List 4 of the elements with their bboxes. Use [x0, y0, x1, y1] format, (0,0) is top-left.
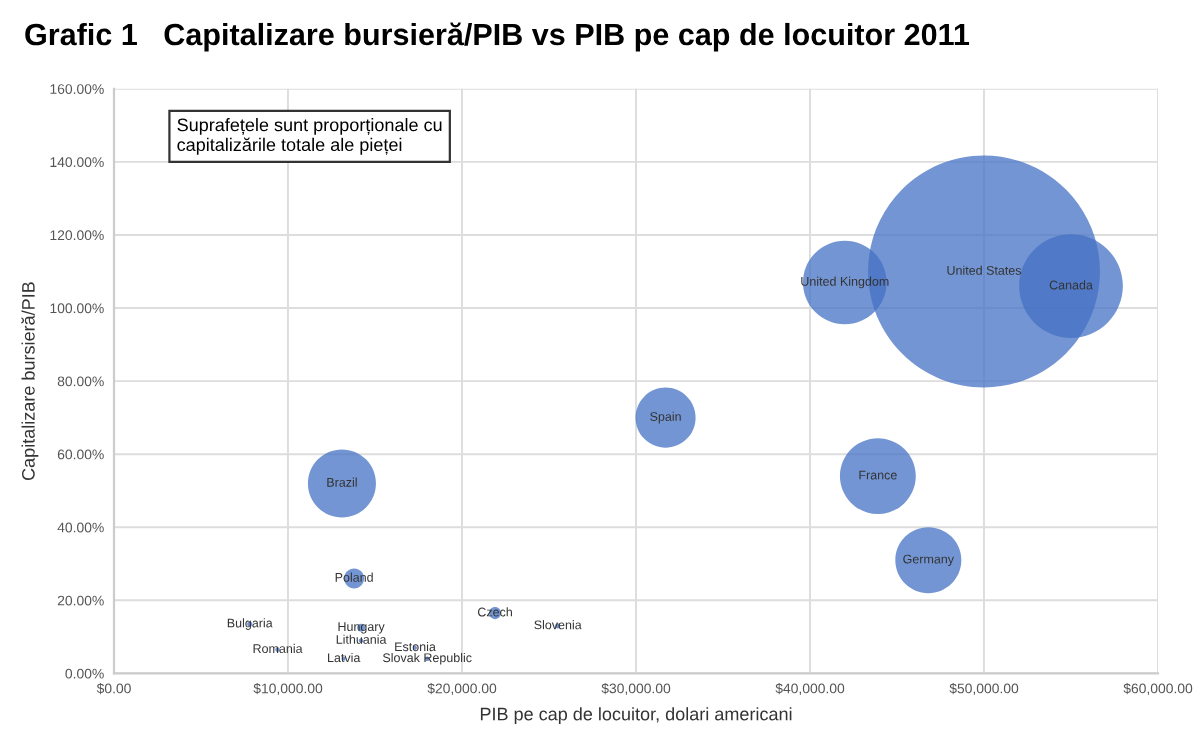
y-axis-title: Capitalizare bursieră/PIB	[21, 282, 39, 481]
chart-title: Grafic 1 Capitalizare bursieră/PIB vs PIB pe cap de locuitor 2011	[25, 22, 970, 52]
x-axis-title: PIB pe cap de locuitor, dolari americani	[480, 707, 792, 725]
annotation: Suprafețele sunt proporționale cu capitalizările totale ale pieței	[177, 118, 442, 155]
